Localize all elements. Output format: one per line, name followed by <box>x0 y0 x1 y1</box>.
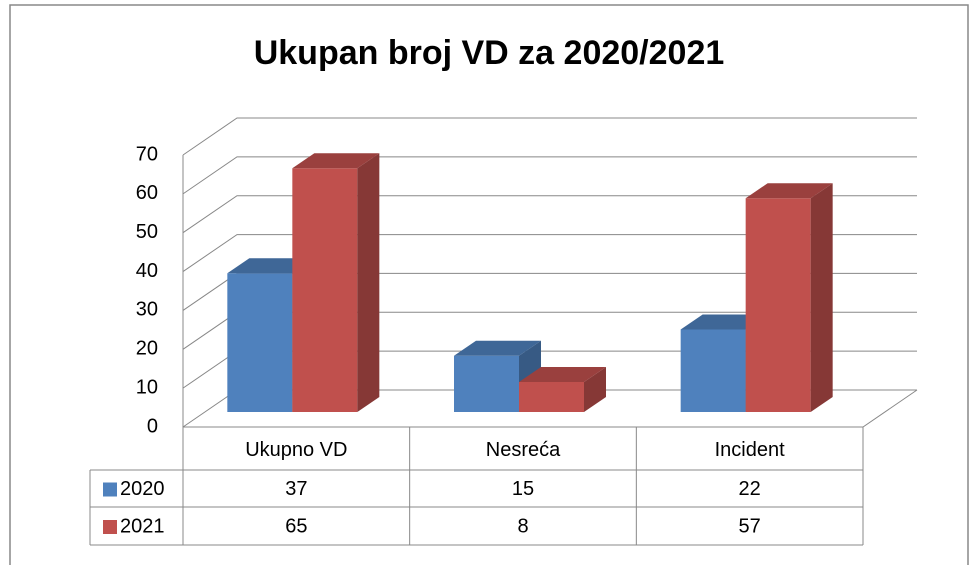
table-value: 22 <box>739 478 761 500</box>
legend-label: 2021 <box>120 515 165 537</box>
legend-label: 2020 <box>120 478 165 500</box>
bar-front <box>292 168 358 412</box>
y-tick-label: 50 <box>136 221 158 243</box>
bar-side <box>810 183 833 412</box>
bar-top <box>519 367 606 382</box>
bar-side <box>357 153 380 412</box>
x-tick-label: Nesreća <box>486 439 561 461</box>
y-tick-label: 60 <box>136 182 158 204</box>
bar <box>519 367 606 412</box>
bar-front <box>745 198 811 412</box>
table-value: 37 <box>285 478 307 500</box>
chart-title: Ukupan broj VD za 2020/2021 <box>254 34 725 72</box>
x-tick-label: Ukupno VD <box>245 439 347 461</box>
y-tick-label: 10 <box>136 376 158 398</box>
bar <box>745 183 833 412</box>
grid-line <box>182 195 917 234</box>
bar-front <box>454 355 519 412</box>
legend-swatch <box>103 520 117 534</box>
bar <box>292 153 380 412</box>
x-tick-label: Incident <box>715 439 785 461</box>
legend-swatch <box>103 482 117 497</box>
table-value: 15 <box>512 478 534 500</box>
bar-front <box>227 273 293 412</box>
y-tick-label: 30 <box>136 299 158 321</box>
y-tick-label: 70 <box>136 143 158 165</box>
grid-line <box>182 156 917 195</box>
bar-top <box>745 183 833 199</box>
y-tick-label: 20 <box>136 338 158 360</box>
table-value: 65 <box>285 515 307 537</box>
bar-top <box>454 340 541 356</box>
table-value: 57 <box>739 515 761 537</box>
grid-line <box>182 117 917 156</box>
table-value: 8 <box>517 515 528 537</box>
bar-front <box>680 329 746 412</box>
y-tick-label: 0 <box>147 415 158 437</box>
bar-top <box>292 153 380 169</box>
grid-line <box>182 234 917 272</box>
bar-front <box>519 382 584 412</box>
y-tick-label: 40 <box>136 260 158 282</box>
